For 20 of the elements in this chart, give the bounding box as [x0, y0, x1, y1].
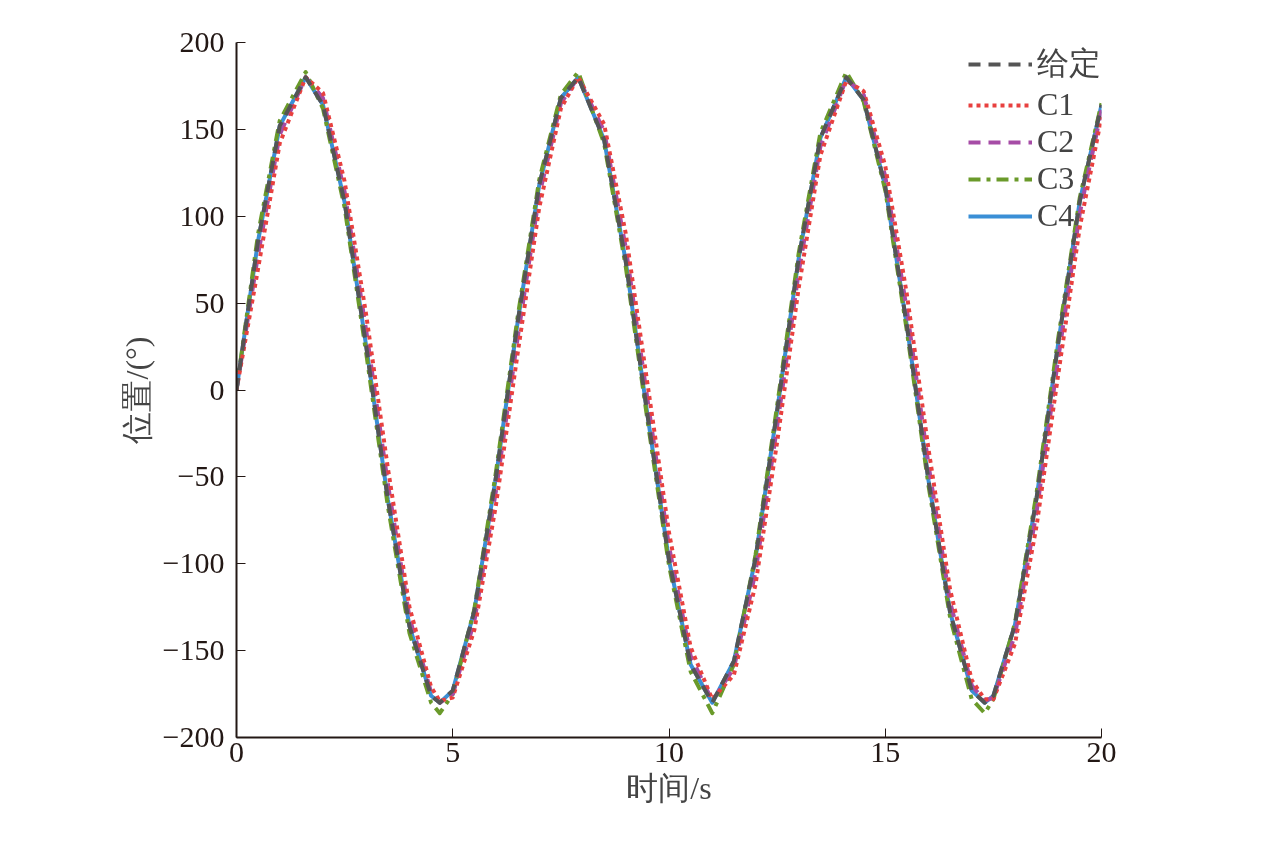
- legend-label: 给定: [1037, 44, 1101, 83]
- legend-label: C1: [1037, 86, 1075, 123]
- x-tick-label: 20: [1086, 734, 1117, 768]
- y-tick-label: −50: [177, 459, 225, 493]
- x-tick-label: 15: [870, 734, 901, 768]
- x-axis-title: 时间/s: [626, 769, 712, 806]
- y-tick-label: 0: [209, 372, 225, 406]
- y-tick-label: −150: [162, 633, 225, 667]
- y-tick-label: 50: [194, 285, 225, 319]
- legend-label: C3: [1037, 160, 1075, 197]
- y-tick-label: 200: [179, 25, 225, 58]
- x-tick-label: 5: [445, 734, 461, 768]
- legend-label: C4: [1037, 197, 1075, 234]
- x-tick-label: 10: [654, 734, 684, 768]
- y-tick-label: −100: [162, 546, 225, 580]
- y-tick-label: 150: [179, 111, 225, 145]
- legend-label: C2: [1037, 123, 1075, 160]
- y-tick-label: 100: [179, 198, 225, 232]
- y-tick-label: −200: [162, 720, 225, 753]
- y-axis-title: 位置/(°): [118, 336, 155, 444]
